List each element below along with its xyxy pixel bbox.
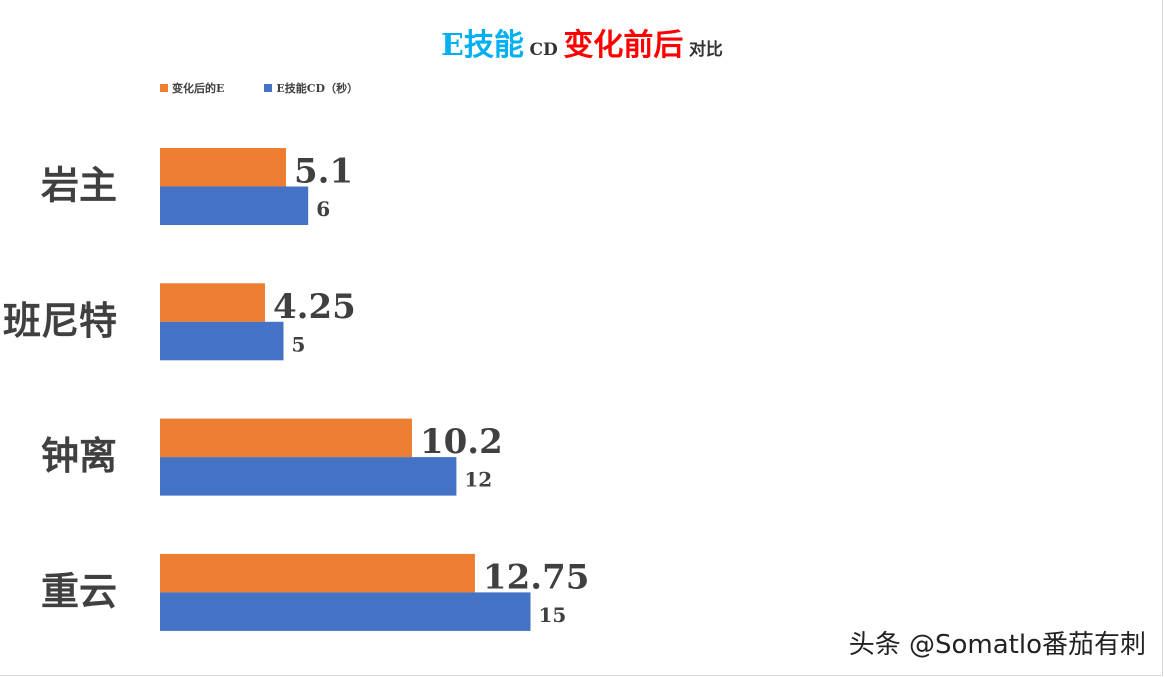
category-label: 岩主 xyxy=(41,163,117,208)
legend-swatch-after xyxy=(160,84,168,92)
category-label: 重云 xyxy=(41,568,117,613)
data-label-after: 12.75 xyxy=(483,557,589,597)
data-label-after: 5.1 xyxy=(294,152,353,192)
data-label-before: 5 xyxy=(292,332,306,356)
title-part-change: 变化前后 xyxy=(563,28,684,63)
legend-item-before: E技能CD（秒） xyxy=(264,80,358,96)
bar-after xyxy=(160,283,265,322)
bar-before xyxy=(160,321,284,361)
watermark-text: 头条 @Somatlo番茄有刺 xyxy=(848,630,1146,660)
title-part-cd: CD xyxy=(529,40,558,60)
data-label-before: 6 xyxy=(316,197,330,221)
bar-before xyxy=(160,592,531,631)
data-label-after: 10.2 xyxy=(420,422,503,462)
chart-title: E技能 CD 变化前后 对比 xyxy=(0,20,1164,64)
legend-label-after: 变化后的E xyxy=(172,82,225,95)
legend-label-before: E技能CD（秒） xyxy=(276,82,359,95)
bar-after xyxy=(160,418,412,458)
bar-after xyxy=(160,148,286,187)
title-part-skill: E技能 xyxy=(441,28,524,63)
data-label-before: 15 xyxy=(539,603,567,627)
title-part-compare: 对比 xyxy=(688,40,723,60)
data-label-before: 12 xyxy=(464,468,492,492)
bar-after xyxy=(160,553,475,593)
chart-legend: 变化后的E E技能CD（秒） xyxy=(160,80,358,96)
category-label: 班尼特 xyxy=(3,298,117,343)
bar-before xyxy=(160,457,457,496)
legend-item-after: 变化后的E xyxy=(160,80,224,96)
category-label: 钟离 xyxy=(41,433,117,478)
data-label-after: 4.25 xyxy=(273,287,356,327)
legend-swatch-before xyxy=(264,84,273,92)
bar-before xyxy=(160,186,309,225)
